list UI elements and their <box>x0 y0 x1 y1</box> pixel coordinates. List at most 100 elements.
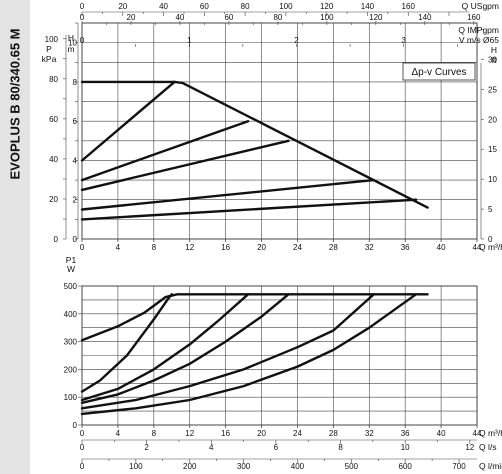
head-y-tick-label-kpa: 0 <box>54 235 59 244</box>
impgpm-tick-label: 0 <box>80 13 85 22</box>
head-y-right-tick-label: 25 <box>488 85 497 94</box>
head-curve-5 <box>80 178 375 211</box>
usgpm-tick-label: 40 <box>159 2 168 11</box>
head-y-tick-label-kpa: 60 <box>49 115 58 124</box>
head-y-tick-label-kpa: 100 <box>45 35 59 44</box>
usgpm-tick-label: 120 <box>320 2 334 11</box>
power-x-tick-label: 12 <box>185 429 194 438</box>
power-x-tick-label: 4 <box>116 429 121 438</box>
impgpm-tick-label: 100 <box>320 13 334 22</box>
head-y-right-tick-label: 10 <box>488 175 497 184</box>
head-x-tick-label: 4 <box>116 243 121 252</box>
head-y-tick-label-m: 2 <box>73 196 78 205</box>
head-y-label-m: m <box>67 44 74 54</box>
head-y-right-label-ft: ft <box>492 55 497 65</box>
head-y-tick-label-m: 8 <box>73 78 78 87</box>
ls-tick-label: 0 <box>80 443 85 452</box>
lmin-scale-label: Q l/min <box>479 461 502 471</box>
head-y-label-H: H <box>68 33 74 43</box>
impgpm-tick-label: 160 <box>467 13 481 22</box>
ls-tick-label: 4 <box>209 443 214 452</box>
lmin-tick-label: 400 <box>291 462 305 471</box>
usgpm-tick-label: 0 <box>80 2 85 11</box>
head-x-tick-label: 8 <box>152 243 157 252</box>
head-x-tick-label: 36 <box>401 243 410 252</box>
power-x-tick-label: 0 <box>80 429 85 438</box>
power-x-tick-label: 28 <box>329 429 338 438</box>
power-y-label-W: W <box>67 264 75 274</box>
head-x-tick-label: 40 <box>437 243 446 252</box>
head-curve-6 <box>80 198 418 221</box>
head-y-tick-label-m: 4 <box>73 156 78 165</box>
ls-tick-label: 8 <box>338 443 343 452</box>
head-curve-1 <box>80 80 429 209</box>
head-y-right-tick-label: 5 <box>488 205 493 214</box>
head-plot-frame <box>81 22 478 240</box>
power-y-tick-label: 0 <box>73 421 78 430</box>
head-x-tick-label: 28 <box>329 243 338 252</box>
head-x-tick-label: 0 <box>80 243 85 252</box>
head-y-tick-label-kpa: 80 <box>49 75 58 84</box>
legend-box-label: Δp-v Curves <box>411 67 466 78</box>
head-y-tick-label-m: 6 <box>73 117 78 126</box>
head-y-label-kpa: kPa <box>42 54 57 64</box>
power-x-tick-label: 20 <box>257 429 266 438</box>
power-y-tick-label: 200 <box>64 365 78 374</box>
ls-tick-label: 6 <box>274 443 279 452</box>
power-x-tick-label: 24 <box>293 429 302 438</box>
impgpm-tick-label: 20 <box>127 13 136 22</box>
power-x-tick-label: 32 <box>365 429 374 438</box>
head-y-right-label-H: H <box>491 45 497 55</box>
velocity-tick-label: 0 <box>80 36 85 45</box>
side-band: EVOPLUS B 80/340.65 M <box>0 0 30 474</box>
lmin-tick-label: 0 <box>80 462 85 471</box>
lmin-tick-label: 300 <box>237 462 251 471</box>
power-curve-6 <box>80 293 418 416</box>
power-curve-4 <box>80 293 290 404</box>
head-x-tick-label: 12 <box>185 243 194 252</box>
lmin-tick-label: 600 <box>399 462 413 471</box>
usgpm-tick-label: 100 <box>279 2 293 11</box>
power-x-axis-label: Q m³/h <box>479 428 502 438</box>
ls-tick-label: 12 <box>465 443 474 452</box>
head-y-right-tick-label: 20 <box>488 115 497 124</box>
head-x-tick-label: 20 <box>257 243 266 252</box>
power-curve-5 <box>80 293 375 410</box>
head-y-tick-label-m: 10 <box>68 39 77 48</box>
head-x-axis-label: Q m³/h <box>479 242 502 252</box>
power-x-tick-label: 44 <box>473 429 482 438</box>
impgpm-tick-label: 60 <box>224 13 233 22</box>
power-curve-1 <box>80 293 429 342</box>
velocity-tick-label: 3 <box>401 36 406 45</box>
head-x-tick-label: 44 <box>473 243 482 252</box>
power-curve-3 <box>80 293 250 402</box>
power-x-tick-label: 8 <box>152 429 157 438</box>
lmin-tick-label: 200 <box>183 462 197 471</box>
head-y-tick-label-kpa: 40 <box>49 155 58 164</box>
head-y-tick-label-kpa: 20 <box>49 195 58 204</box>
power-plot-frame <box>81 285 478 426</box>
head-y-right-tick-label: 15 <box>488 145 497 154</box>
power-x-tick-label: 16 <box>221 429 230 438</box>
power-curve-2 <box>80 293 173 393</box>
usgpm-tick-label: 160 <box>402 2 416 11</box>
ls-tick-label: 2 <box>144 443 149 452</box>
power-y-tick-label: 300 <box>64 338 78 347</box>
usgpm-tick-label: 140 <box>361 2 375 11</box>
usgpm-scale-label: Q USgpm <box>462 1 499 11</box>
power-y-label-P1: P1 <box>66 255 77 265</box>
head-curve-3 <box>80 120 250 182</box>
lmin-tick-label: 500 <box>345 462 359 471</box>
power-x-tick-label: 36 <box>401 429 410 438</box>
impgpm-tick-label: 140 <box>418 13 432 22</box>
impgpm-tick-label: 120 <box>369 13 383 22</box>
impgpm-tick-label: 80 <box>273 13 282 22</box>
usgpm-tick-label: 80 <box>241 2 250 11</box>
ls-scale-label: Q l/s <box>479 442 496 452</box>
power-y-tick-label: 400 <box>64 310 78 319</box>
lmin-tick-label: 100 <box>129 462 143 471</box>
head-y-right-tick-label: 0 <box>488 235 493 244</box>
impgpm-scale-label: Q IMPgpm <box>458 25 499 35</box>
head-x-tick-label: 32 <box>365 243 374 252</box>
